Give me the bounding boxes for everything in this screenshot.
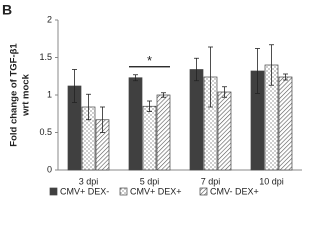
error-bar <box>283 73 288 81</box>
bar <box>128 77 143 171</box>
bar <box>217 91 232 171</box>
legend-label: CMV+ DEX+ <box>130 186 182 196</box>
significance-mark: * <box>147 53 152 68</box>
y-tick-label: 0 <box>47 164 52 174</box>
y-tick-label: 1.5 <box>39 52 52 62</box>
legend-swatch <box>49 187 58 196</box>
x-tick-label: 10 dpi <box>259 176 284 186</box>
bar <box>142 105 157 171</box>
x-tick-label: 5 dpi <box>140 176 160 186</box>
legend-label: CMV+ DEX- <box>60 186 109 196</box>
chart: B Fold change of TGF-β1 wrt mock 0 0.5 1 1.… <box>2 2 302 196</box>
y-axis-label: wrt mock <box>21 73 32 116</box>
bar <box>278 76 293 171</box>
error-bar <box>222 86 227 98</box>
legend-swatch <box>119 187 128 196</box>
bar <box>189 69 204 171</box>
bar <box>156 94 171 171</box>
x-tick-label: 7 dpi <box>201 176 221 186</box>
legend-swatch <box>199 187 208 196</box>
error-bar <box>208 46 213 108</box>
error-bar <box>194 57 199 82</box>
error-bar <box>269 44 274 86</box>
x-tick-label: 3 dpi <box>79 176 99 186</box>
error-bar <box>255 48 260 94</box>
y-axis-label: Fold change of TGF-β1 <box>9 43 20 147</box>
error-bar <box>133 74 138 82</box>
error-bar <box>147 100 152 112</box>
error-bar <box>161 92 166 98</box>
error-bar <box>86 93 91 121</box>
y-tick-label: 1 <box>47 89 52 99</box>
error-bar <box>100 106 105 133</box>
y-tick-label: 0.5 <box>39 127 52 137</box>
panel-label: B <box>2 2 12 18</box>
y-tick-label: 2 <box>47 14 52 24</box>
error-bar <box>72 69 77 103</box>
legend-label: CMV- DEX+ <box>210 186 259 196</box>
